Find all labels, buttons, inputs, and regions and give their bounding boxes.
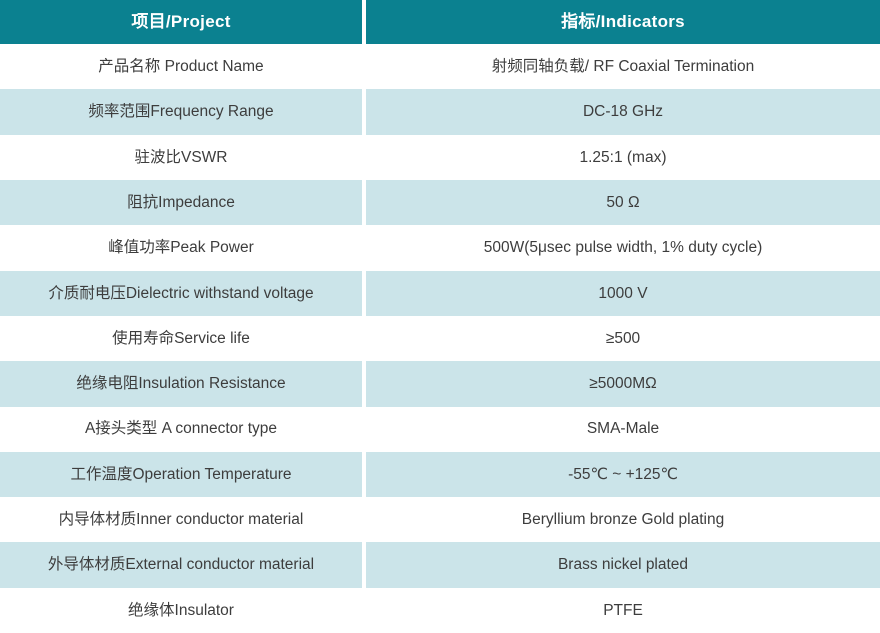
column-divider: [362, 270, 366, 316]
column-divider: [362, 315, 366, 362]
indicator-cell: DC-18 GHz: [366, 89, 880, 135]
indicator-cell: ≥500: [366, 315, 880, 362]
table-body: 产品名称 Product Name 射频同轴负载/ RF Coaxial Ter…: [0, 44, 880, 633]
indicator-cell: 1000 V: [366, 270, 880, 316]
column-divider: [362, 587, 366, 633]
column-divider: [362, 225, 366, 271]
table-row: 驻波比VSWR 1.25:1 (max): [0, 134, 880, 180]
table-row: 绝缘体Insulator PTFE: [0, 587, 880, 633]
table-row: 使用寿命Service life ≥500: [0, 315, 880, 362]
indicator-cell: 500W(5μsec pulse width, 1% duty cycle): [366, 225, 880, 271]
column-divider: [362, 497, 366, 543]
table-row: 峰值功率Peak Power 500W(5μsec pulse width, 1…: [0, 225, 880, 271]
table-row: 介质耐电压Dielectric withstand voltage 1000 V: [0, 270, 880, 316]
project-cell: 产品名称 Product Name: [0, 44, 362, 90]
table-row: 阻抗Impedance 50 Ω: [0, 179, 880, 226]
indicator-cell: -55℃ ~ +125℃: [366, 451, 880, 498]
project-cell: 绝缘体Insulator: [0, 587, 362, 633]
indicators-header-cell: 指标/Indicators: [366, 0, 880, 44]
project-cell: 介质耐电压Dielectric withstand voltage: [0, 270, 362, 316]
project-cell: 内导体材质Inner conductor material: [0, 497, 362, 543]
column-divider: [362, 542, 366, 588]
project-cell: A接头类型 A connector type: [0, 406, 362, 452]
column-divider: [362, 179, 366, 226]
column-divider: [362, 361, 366, 407]
indicator-cell: 射频同轴负载/ RF Coaxial Termination: [366, 44, 880, 90]
indicator-cell: Beryllium bronze Gold plating: [366, 497, 880, 543]
column-divider: [362, 0, 366, 44]
indicator-cell: Brass nickel plated: [366, 542, 880, 588]
table-row: 绝缘电阻Insulation Resistance ≥5000MΩ: [0, 361, 880, 407]
project-cell: 绝缘电阻Insulation Resistance: [0, 361, 362, 407]
project-header-cell: 项目/Project: [0, 0, 362, 44]
indicator-cell: 50 Ω: [366, 179, 880, 226]
table-row: 产品名称 Product Name 射频同轴负载/ RF Coaxial Ter…: [0, 44, 880, 90]
project-cell: 峰值功率Peak Power: [0, 225, 362, 271]
table-header-row: 项目/Project 指标/Indicators: [0, 0, 880, 44]
column-divider: [362, 89, 366, 135]
table-row: 频率范围Frequency Range DC-18 GHz: [0, 89, 880, 135]
column-divider: [362, 451, 366, 498]
table-row: 内导体材质Inner conductor material Beryllium …: [0, 497, 880, 543]
table-row: 外导体材质External conductor material Brass n…: [0, 542, 880, 588]
column-divider: [362, 134, 366, 180]
project-cell: 使用寿命Service life: [0, 315, 362, 362]
project-cell: 工作温度Operation Temperature: [0, 451, 362, 498]
table-row: 工作温度Operation Temperature -55℃ ~ +125℃: [0, 451, 880, 498]
indicator-cell: SMA-Male: [366, 406, 880, 452]
column-divider: [362, 406, 366, 452]
table-row: A接头类型 A connector type SMA-Male: [0, 406, 880, 452]
indicator-cell: PTFE: [366, 587, 880, 633]
project-cell: 驻波比VSWR: [0, 134, 362, 180]
column-divider: [362, 44, 366, 90]
project-cell: 外导体材质External conductor material: [0, 542, 362, 588]
indicator-cell: 1.25:1 (max): [366, 134, 880, 180]
project-cell: 阻抗Impedance: [0, 179, 362, 226]
project-cell: 频率范围Frequency Range: [0, 89, 362, 135]
indicator-cell: ≥5000MΩ: [366, 361, 880, 407]
